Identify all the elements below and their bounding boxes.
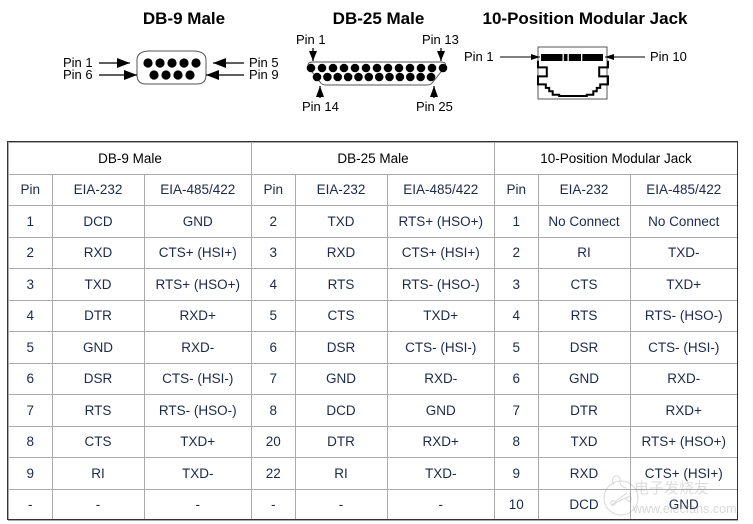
- svg-text:Pin 10: Pin 10: [650, 49, 687, 64]
- svg-text:Pin 1: Pin 1: [464, 49, 494, 64]
